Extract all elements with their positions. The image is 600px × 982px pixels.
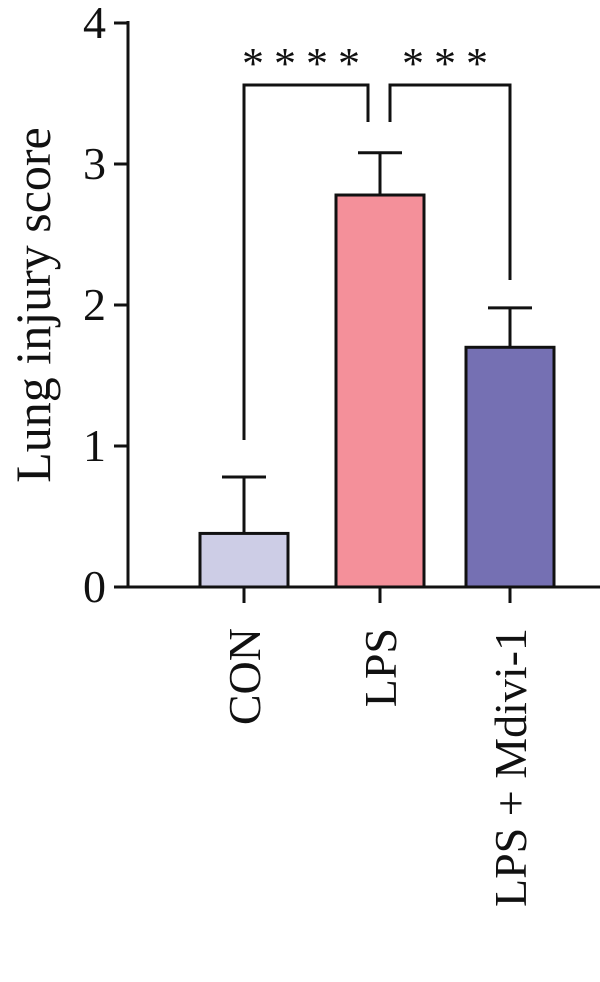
x-tick-label: LPS + Mdivi-1 (485, 628, 536, 907)
y-tick-label: 2 (83, 279, 106, 330)
significance-label: **** (242, 39, 370, 88)
y-tick-label: 4 (83, 0, 106, 48)
y-tick-label: 0 (83, 561, 106, 612)
significance-bracket (388, 83, 512, 280)
y-axis-label: Lung injury score (5, 127, 61, 482)
x-tick-label: LPS (355, 628, 406, 707)
bar (198, 531, 290, 589)
y-tick-label: 3 (83, 138, 106, 189)
significance-label: *** (402, 39, 498, 88)
y-ticks: 0 1 2 3 4 (83, 0, 128, 612)
x-tick-label: CON (219, 628, 270, 725)
significance-brackets: **** *** (242, 39, 512, 440)
bar (464, 345, 556, 589)
significance-bracket (242, 83, 370, 440)
error-bars (222, 151, 532, 534)
bar (334, 193, 426, 589)
bars (198, 193, 556, 589)
x-tick-labels: CON LPS LPS + Mdivi-1 (219, 587, 536, 907)
y-tick-label: 1 (83, 420, 106, 471)
